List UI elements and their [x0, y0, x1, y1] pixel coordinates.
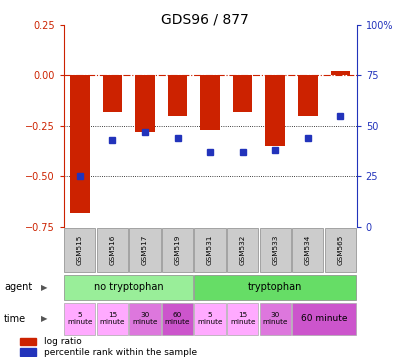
FancyBboxPatch shape [64, 303, 95, 335]
FancyBboxPatch shape [97, 228, 128, 272]
FancyBboxPatch shape [129, 228, 160, 272]
Text: 60 minute: 60 minute [300, 314, 346, 323]
Text: tryptophan: tryptophan [247, 282, 302, 292]
Bar [232, 75, 252, 112]
Text: GSM565: GSM565 [337, 235, 343, 265]
Text: GSM517: GSM517 [142, 235, 148, 265]
Bar [200, 75, 219, 130]
FancyBboxPatch shape [259, 228, 290, 272]
Bar [167, 75, 187, 116]
Text: GSM516: GSM516 [109, 235, 115, 265]
FancyBboxPatch shape [129, 303, 160, 335]
Bar [297, 75, 317, 116]
Text: no tryptophan: no tryptophan [94, 282, 163, 292]
Text: agent: agent [4, 282, 32, 292]
Text: 5
minute: 5 minute [67, 312, 92, 325]
FancyBboxPatch shape [194, 303, 225, 335]
Bar [20, 338, 36, 345]
FancyBboxPatch shape [194, 228, 225, 272]
Text: GSM515: GSM515 [76, 235, 83, 265]
Text: GSM532: GSM532 [239, 235, 245, 265]
FancyBboxPatch shape [227, 303, 258, 335]
Text: 30
minute: 30 minute [262, 312, 287, 325]
Bar [102, 75, 122, 112]
Text: GSM531: GSM531 [207, 235, 213, 265]
Text: 15
minute: 15 minute [229, 312, 255, 325]
FancyBboxPatch shape [292, 303, 355, 335]
Text: 5
minute: 5 minute [197, 312, 222, 325]
FancyBboxPatch shape [97, 303, 128, 335]
Bar [70, 75, 90, 212]
Bar [20, 348, 36, 356]
Text: GSM533: GSM533 [272, 235, 278, 265]
Text: 60
minute: 60 minute [164, 312, 190, 325]
Bar [330, 71, 349, 75]
FancyBboxPatch shape [162, 228, 193, 272]
FancyBboxPatch shape [64, 228, 95, 272]
Text: log ratio: log ratio [43, 337, 81, 346]
Bar [135, 75, 154, 132]
FancyBboxPatch shape [162, 303, 193, 335]
Text: ▶: ▶ [41, 314, 47, 323]
Text: time: time [4, 314, 26, 324]
Text: 15
minute: 15 minute [99, 312, 125, 325]
Bar [265, 75, 284, 146]
Text: 30
minute: 30 minute [132, 312, 157, 325]
Text: GSM534: GSM534 [304, 235, 310, 265]
FancyBboxPatch shape [64, 275, 193, 300]
FancyBboxPatch shape [194, 275, 355, 300]
FancyBboxPatch shape [324, 228, 355, 272]
Text: percentile rank within the sample: percentile rank within the sample [43, 348, 196, 357]
FancyBboxPatch shape [292, 228, 323, 272]
FancyBboxPatch shape [227, 228, 258, 272]
Text: GSM519: GSM519 [174, 235, 180, 265]
Text: GDS96 / 877: GDS96 / 877 [161, 12, 248, 26]
Text: ▶: ▶ [41, 283, 47, 292]
FancyBboxPatch shape [259, 303, 290, 335]
